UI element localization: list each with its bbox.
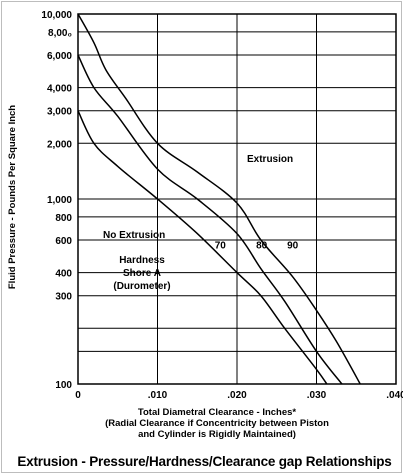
hardness-label: Hardness [119, 255, 165, 266]
series-line-80 [77, 54, 343, 385]
y-tick-1: 8,00₀ [48, 28, 72, 39]
series-line-90 [77, 13, 361, 385]
series-label-90: 90 [287, 241, 299, 252]
y-tick-4: 3,000 [47, 107, 72, 118]
y-tick-2: 6,000 [47, 51, 72, 62]
x-axis-title-line3: and Cylinder is Rigidly Maintained) [138, 429, 296, 440]
y-tick-13: 100 [55, 380, 72, 391]
chart-svg: 10,0008,00₀6,0004,0003,0002,0001,0008006… [7, 10, 403, 440]
y-axis-title: Fluid Pressure - Pounds Per Square Inch [7, 105, 18, 289]
y-tick-0: 10,000 [41, 10, 72, 21]
grid [77, 13, 397, 385]
y-tick-6: 1,000 [47, 195, 72, 206]
series-label-70: 70 [215, 241, 227, 252]
y-tick-7: 800 [55, 213, 72, 224]
x-tick-0: 0 [75, 390, 81, 401]
x-tick-4: .040 [386, 390, 403, 401]
x-tick-labels: 0 .010 .020 .030 .040 [75, 390, 403, 401]
y-tick-5: 2,000 [47, 139, 72, 150]
shore-label: Shore A [123, 268, 161, 279]
series-label-80: 80 [256, 241, 268, 252]
x-axis-title-line1: Total Diametral Clearance - Inches* [138, 407, 297, 418]
y-tick-9: 400 [55, 269, 72, 280]
no-extrusion-label: No Extrusion [103, 230, 165, 241]
x-tick-2: .020 [227, 390, 247, 401]
x-axis-title-line2: (Radial Clearance if Concentricity betwe… [105, 418, 329, 429]
curves [77, 13, 361, 385]
x-tick-1: .010 [148, 390, 168, 401]
y-tick-labels: 10,000 8,00₀ 6,000 4,000 3,000 2,000 1,000 800 6… [41, 10, 72, 391]
series-labels: 70 80 90 [215, 241, 299, 252]
y-tick-3: 4,000 [47, 84, 72, 95]
series-line-70 [77, 110, 328, 385]
plot-border [77, 13, 397, 385]
chart-caption: Extrusion - Pressure/Hardness/Clearance … [17, 454, 392, 469]
x-tick-3: .030 [307, 390, 327, 401]
durometer-label: (Durometer) [113, 281, 170, 292]
y-tick-8: 600 [55, 236, 72, 247]
y-tick-10: 300 [55, 292, 72, 303]
extrusion-label: Extrusion [247, 154, 293, 165]
